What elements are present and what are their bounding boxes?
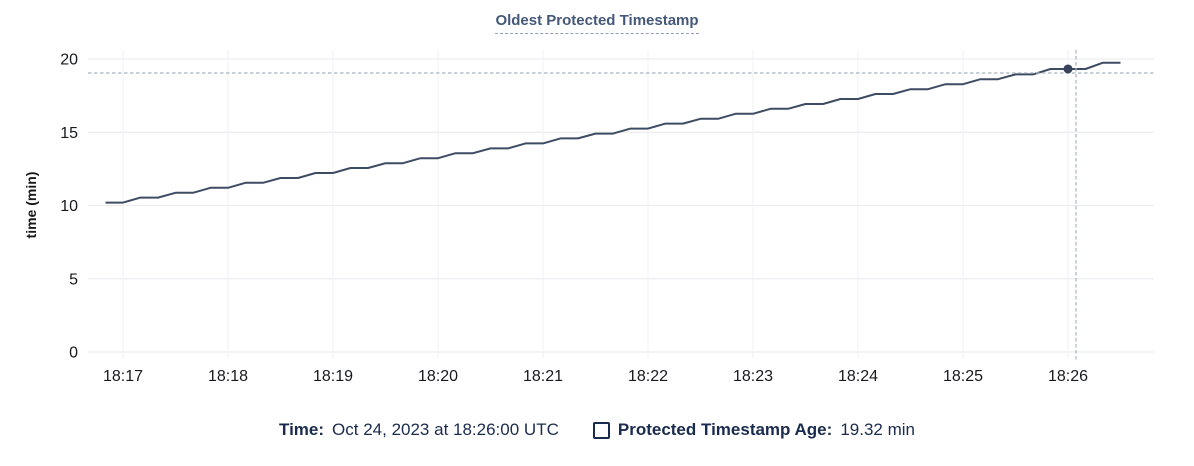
y-axis-tick-label: 10 [60, 198, 78, 215]
x-axis-tick-label: 18:18 [208, 368, 248, 385]
timeseries-chart[interactable]: 0 5 10 15 20 18:17 18:18 18:19 18:20 18:21 18:22 18… [0, 0, 1194, 410]
chart-title[interactable]: Oldest Protected Timestamp [495, 12, 699, 34]
chart-title-row: Oldest Protected Timestamp [0, 0, 1194, 34]
x-axis-tick-label: 18:19 [313, 368, 353, 385]
series-checkbox-icon[interactable] [592, 421, 610, 439]
x-axis-tick-label: 18:21 [523, 368, 563, 385]
legend-time-label: Time: [279, 420, 325, 439]
x-axis-tick-label: 18:25 [943, 368, 983, 385]
series-line-protected-timestamp-age [105, 61, 1121, 204]
y-axis-tick-label: 15 [60, 125, 78, 142]
y-axis-tick-label: 20 [60, 52, 78, 69]
y-axis-tick-label: 0 [69, 345, 78, 362]
x-axis-tick-label: 18:17 [103, 368, 143, 385]
chart-legend: Time: Oct 24, 2023 at 18:26:00 UTC Protec… [0, 413, 1194, 447]
legend-series-toggle[interactable]: Protected Timestamp Age: 19.32 min [592, 420, 915, 440]
x-axis-tick-label: 18:24 [838, 368, 878, 385]
y-axis-tick-label: 5 [69, 271, 78, 288]
x-axis-tick-label: 18:26 [1048, 368, 1088, 385]
x-axis-tick-label: 18:20 [418, 368, 458, 385]
x-axis-tick-label: 18:23 [733, 368, 773, 385]
y-axis-title: time (min) [23, 172, 39, 239]
legend-series-value: 19.32 min [840, 420, 915, 439]
legend-series-label: Protected Timestamp Age: [617, 420, 833, 439]
legend-time-value: Oct 24, 2023 at 18:26:00 UTC [332, 420, 559, 439]
hover-point-dot [1063, 64, 1073, 74]
x-axis-tick-label: 18:22 [628, 368, 668, 385]
legend-time: Time: Oct 24, 2023 at 18:26:00 UTC [279, 420, 559, 440]
